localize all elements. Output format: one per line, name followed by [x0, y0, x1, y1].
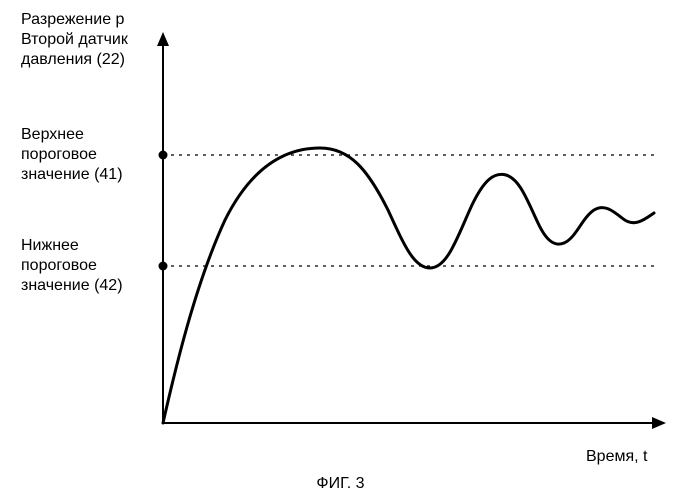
y-axis-title: Разрежение p Второй датчик давления (22) — [21, 10, 128, 70]
signal-curve — [163, 148, 654, 423]
chart-container: Разрежение p Второй датчик давления (22)… — [0, 0, 681, 500]
lower-threshold-dot — [159, 262, 168, 271]
upper-threshold-label: Верхнее пороговое значение (41) — [21, 125, 123, 185]
y-axis-arrow — [157, 32, 169, 46]
lower-threshold-label: Нижнее пороговое значение (42) — [21, 236, 123, 296]
upper-threshold-dot — [159, 151, 168, 160]
x-axis-title: Время, t — [586, 448, 647, 466]
x-axis-arrow — [652, 417, 666, 429]
figure-caption: ФИГ. 3 — [0, 475, 681, 493]
